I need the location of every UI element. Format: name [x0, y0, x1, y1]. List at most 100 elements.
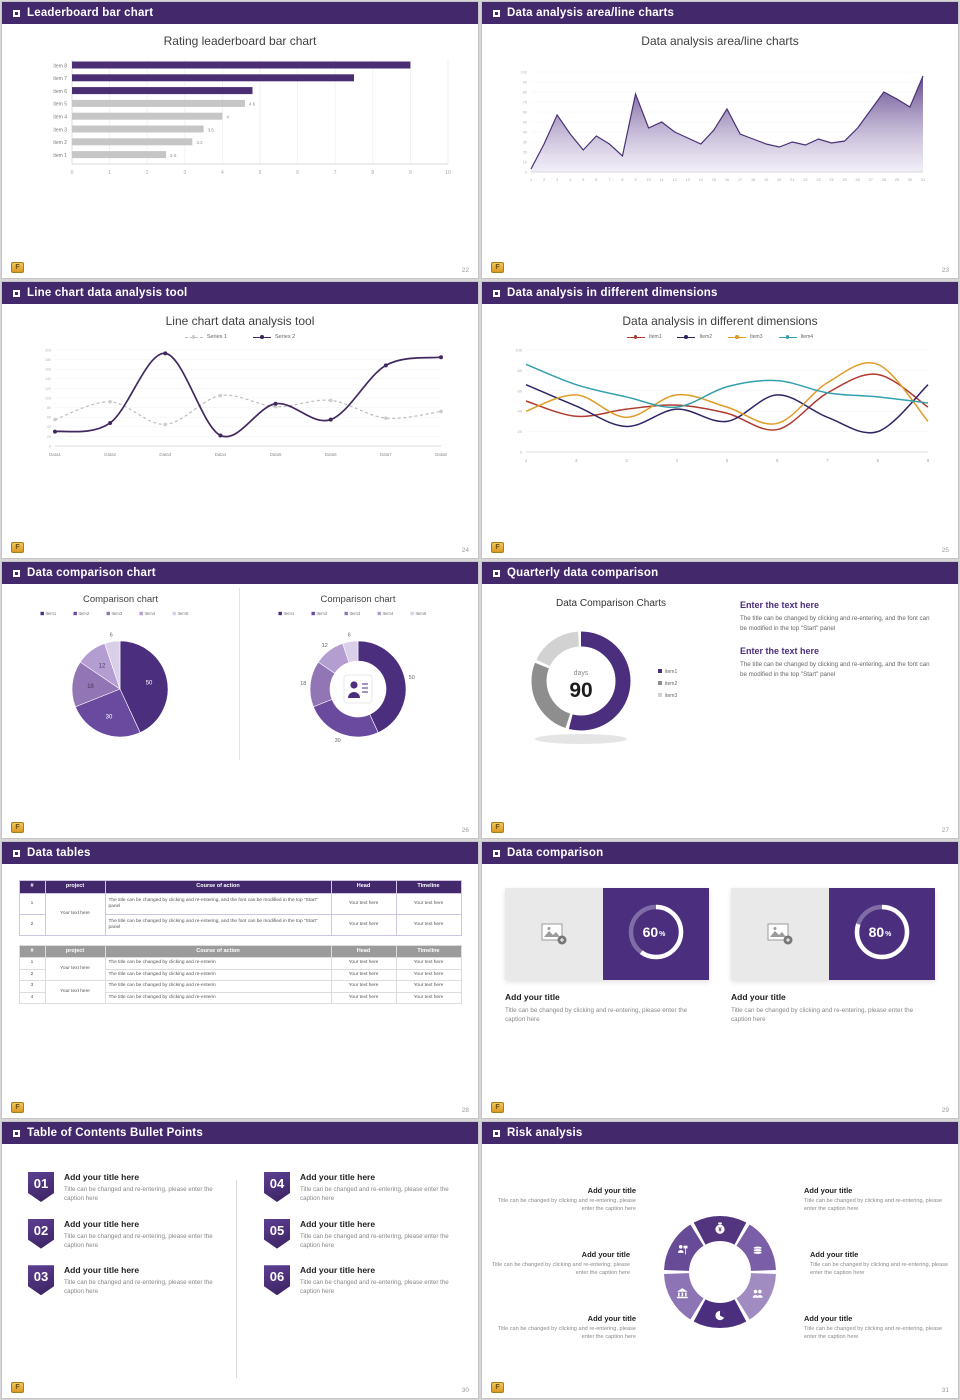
- text-block-title: Enter the text here: [740, 646, 820, 657]
- svg-text:4.6: 4.6: [249, 102, 256, 107]
- progress-ring-80: 80%: [850, 900, 914, 969]
- svg-text:Item1: Item1: [46, 611, 57, 616]
- cell-timeline: Your text here: [395, 893, 462, 915]
- square-bullet-icon: [13, 1129, 20, 1137]
- toc-item-caption: Title can be changed and re-entering, pl…: [64, 1186, 213, 1203]
- risk-item-title: Add your title: [587, 1314, 636, 1323]
- svg-text:days: days: [574, 670, 589, 677]
- svg-text:Item5: Item5: [416, 611, 427, 616]
- page-number: 24: [461, 547, 469, 554]
- slide-risk-analysis[interactable]: Risk analysis ¥ Add your title Title can …: [481, 1121, 959, 1399]
- col-header: Course of action: [104, 880, 332, 894]
- cell-head: Your text here: [330, 893, 397, 915]
- cell-head: Your text here: [330, 914, 397, 936]
- toc-item-title: Add your title here: [300, 1218, 376, 1229]
- slide-area-line-charts[interactable]: Data analysis area/line charts Data anal…: [481, 1, 959, 279]
- svg-text:1: 1: [525, 458, 528, 463]
- svg-text:5: 5: [726, 458, 729, 463]
- col-header: Timeline: [395, 880, 462, 894]
- svg-text:24: 24: [829, 178, 833, 182]
- slide-header-title: Data comparison chart: [27, 567, 156, 579]
- slide-line-chart-tool[interactable]: Line chart data analysis tool Line chart…: [1, 281, 479, 559]
- leaderboard-bar-chart: 0 1 2 3 4 5 6 7 8 9 10 item 8 item 7 item 6 item 5 4.6 i…: [2, 56, 478, 188]
- col-header: Head: [330, 944, 397, 959]
- page-number: 31: [941, 1387, 949, 1394]
- slide-toc-bullet-points[interactable]: Table of Contents Bullet Points 01 Add y…: [1, 1121, 479, 1399]
- svg-text:4: 4: [221, 170, 224, 176]
- svg-text:item2: item2: [665, 681, 677, 687]
- card-title: Add your title: [731, 992, 786, 1002]
- slide-header-title: Table of Contents Bullet Points: [27, 1127, 203, 1139]
- svg-text:12: 12: [673, 178, 677, 182]
- square-bullet-icon: [13, 289, 20, 297]
- svg-text:Data5: Data5: [270, 452, 282, 457]
- toc-item-title: Add your title here: [300, 1172, 376, 1182]
- slide-leaderboard-bar-chart[interactable]: Leaderboard bar chart Rating leaderboard…: [1, 1, 479, 279]
- svg-text:7: 7: [334, 170, 337, 176]
- svg-text:18: 18: [87, 684, 94, 690]
- slide-header: Data comparison: [482, 842, 958, 864]
- card-title: Add your title: [505, 992, 560, 1002]
- svg-text:90: 90: [569, 679, 592, 702]
- donut-chart: Item1 Item2 Item3 Item4 Item5 50 30 18 12 6: [240, 605, 476, 760]
- chart-title: Data Comparison Charts: [555, 598, 667, 609]
- card-caption: Title can be changed by clicking and re-…: [505, 1007, 688, 1024]
- image-placeholder-icon: [541, 923, 567, 945]
- slide-dimensions-analysis[interactable]: Data analysis in different dimensions Da…: [481, 281, 959, 559]
- money-bag-icon: ¥: [715, 1222, 725, 1234]
- svg-text:item 8: item 8: [53, 63, 67, 69]
- logo: F: [11, 822, 24, 833]
- line-chart: 0 20 40 60 80 100 120 140 160 180 200 Data1 Data2 Dat…: [2, 342, 478, 478]
- svg-text:20: 20: [47, 435, 51, 439]
- chart-title: Data analysis in different dimensions: [622, 314, 818, 328]
- number-badge: 02: [28, 1218, 54, 1249]
- svg-text:15: 15: [712, 178, 716, 182]
- risk-item-caption: Title can be changed by clicking and re-…: [804, 1326, 943, 1341]
- toc-item-title: Add your title here: [64, 1172, 140, 1182]
- svg-text:8: 8: [371, 170, 374, 176]
- logo: F: [491, 1102, 504, 1113]
- toc-item-caption: Title can be changed and re-entering, pl…: [300, 1232, 449, 1249]
- svg-text:¥: ¥: [718, 1228, 722, 1234]
- svg-text:10: 10: [523, 161, 527, 165]
- square-bullet-icon: [493, 849, 500, 857]
- slide-data-tables[interactable]: Data tables # project Course of action H…: [1, 841, 479, 1119]
- text-block-body: The title can be changed by clicking and…: [740, 615, 930, 632]
- chart-legend: Item1 Item2 Item3 Item4: [482, 334, 958, 340]
- svg-text:30: 30: [523, 141, 527, 145]
- risk-item-caption: Title can be changed by clicking and re-…: [491, 1262, 630, 1277]
- svg-text:30: 30: [335, 738, 341, 744]
- legend-item: Series 1: [184, 334, 227, 340]
- cell-num: 3: [18, 980, 46, 993]
- slide-data-comparison-chart[interactable]: Data comparison chart Comparison chart I…: [1, 561, 479, 839]
- page-number: 30: [461, 1387, 469, 1394]
- risk-item-caption: Title can be changed by clicking and re-…: [810, 1262, 949, 1277]
- svg-text:1: 1: [530, 178, 532, 182]
- svg-text:Data3: Data3: [159, 452, 171, 457]
- col-header: project: [44, 880, 106, 894]
- risk-item-title: Add your title: [810, 1250, 859, 1259]
- svg-text:18: 18: [751, 178, 755, 182]
- svg-text:Data1: Data1: [49, 452, 61, 457]
- slide-header-title: Risk analysis: [507, 1127, 583, 1139]
- image-placeholder-icon: [767, 923, 793, 945]
- table-row: 2 The title can be changed by clicking a…: [18, 914, 462, 936]
- slide-quarterly-comparison[interactable]: Quarterly data comparison Data Compariso…: [481, 561, 959, 839]
- chart-title: Comparison chart: [83, 594, 158, 605]
- cell-course: The title can be changed by clicking and…: [104, 991, 332, 1005]
- page-number: 22: [461, 267, 469, 274]
- cell-timeline: Your text here: [395, 957, 462, 970]
- slide-data-comparison-cards[interactable]: Data comparison 60% Add your title Title…: [481, 841, 959, 1119]
- page-number: 27: [941, 827, 949, 834]
- svg-text:4: 4: [676, 458, 679, 463]
- number-badge: 06: [264, 1265, 290, 1296]
- svg-text:120: 120: [45, 387, 51, 391]
- cell-project: Your text here: [44, 980, 106, 1005]
- data-table-primary: # project Course of action Head Timeline…: [18, 880, 462, 936]
- svg-text:10: 10: [646, 178, 650, 182]
- comparison-card: 80% Add your title Title can be changed …: [731, 888, 935, 1025]
- svg-text:Item2: Item2: [79, 611, 90, 616]
- logo: F: [11, 1382, 24, 1393]
- svg-text:item 5: item 5: [53, 102, 67, 108]
- toc-item: 02 Add your title here Title can be chang…: [28, 1218, 224, 1251]
